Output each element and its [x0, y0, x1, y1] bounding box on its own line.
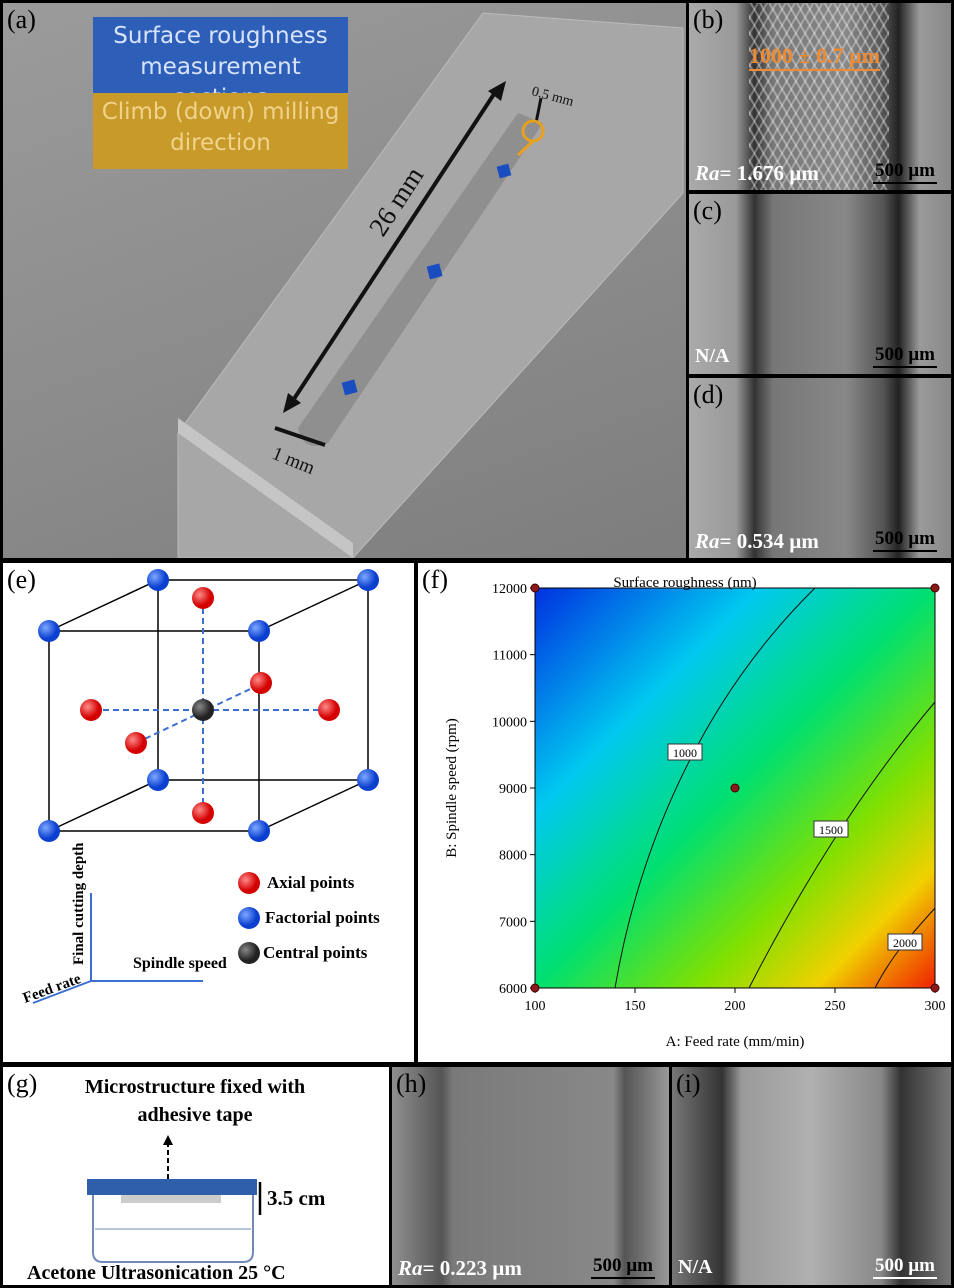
height-label: 3.5 cm — [267, 1186, 326, 1210]
legend-label: Factorial points — [265, 908, 380, 927]
panel-a: 26 mm 0.5 mm 1 mm Surface roughness meas… — [3, 3, 686, 558]
ra-value: = 1.676 µm — [720, 161, 819, 185]
panel-label: (i) — [676, 1069, 701, 1099]
panel-f: Surface roughness (nm) A: Feed rate (mm/… — [418, 563, 951, 1062]
legend-swatch — [238, 872, 260, 894]
note: N/A — [695, 345, 729, 368]
axis-depth: Final cutting depth — [71, 842, 87, 965]
panel-label: (h) — [396, 1069, 426, 1099]
scale-bar: 500 µm — [591, 1255, 655, 1279]
y-tick-label: 7000 — [499, 915, 527, 930]
legend-label: Central points — [263, 943, 368, 962]
y-tick-label: 6000 — [499, 982, 527, 997]
panel-label: (e) — [7, 565, 36, 595]
footer: Acetone Ultrasonication 25 °C — [27, 1262, 286, 1284]
scale-bar: 500 µm — [873, 344, 937, 368]
panel-d: (d) 500 µm Ra= 0.534 µm — [689, 378, 951, 558]
ra-label: Ra= 0.223 µm — [398, 1256, 522, 1281]
scale-bar: 500 µm — [873, 160, 937, 184]
tape — [87, 1179, 257, 1195]
x-tick-label: 200 — [725, 999, 746, 1014]
ra-label: Ra= 1.676 µm — [695, 161, 819, 186]
x-tick-label: 250 — [825, 999, 846, 1014]
arrowhead — [163, 1135, 173, 1145]
design-point — [731, 784, 739, 792]
note: N/A — [678, 1256, 712, 1279]
chart-title: Surface roughness (nm) — [613, 575, 756, 591]
design-point — [531, 584, 539, 592]
ra-label: Ra= 0.534 µm — [695, 529, 819, 554]
scale-bar: 500 µm — [873, 1255, 937, 1279]
ra-symbol: Ra — [695, 161, 720, 185]
x-axis-title: A: Feed rate (mm/min) — [666, 1034, 805, 1050]
contour-chart: Surface roughness (nm) A: Feed rate (mm/… — [418, 563, 951, 1062]
axis-feed: Feed rate — [21, 971, 84, 1007]
y-tick-label: 11000 — [493, 649, 527, 664]
legend-label: Axial points — [267, 873, 355, 892]
x-tick-label: 300 — [925, 999, 946, 1014]
legend-direction: Climb (down) milling direction — [93, 93, 348, 169]
ra-value: = 0.223 µm — [423, 1256, 522, 1280]
panel-label: (a) — [7, 5, 36, 35]
y-axis-title: B: Spindle speed (rpm) — [444, 718, 460, 858]
y-tick-label: 9000 — [499, 782, 527, 797]
ccd-diagram: Axial points Factorial points Central po… — [3, 563, 414, 1062]
panel-g: (g) Microstructure fixed with adhesive t… — [3, 1067, 389, 1285]
panel-label: (d) — [693, 380, 723, 410]
design-point — [931, 984, 939, 992]
y-tick-label: 10000 — [492, 715, 527, 730]
legend-sections: Surface roughness measurement sections — [93, 17, 348, 93]
contour-label: 2000 — [893, 936, 917, 950]
legend-swatch — [238, 942, 260, 964]
scale-bar: 500 µm — [873, 528, 937, 552]
panel-i: (i) 500 µm N/A — [672, 1067, 951, 1285]
x-tick-label: 100 — [525, 999, 546, 1014]
panel-b: (b) 1000 ± 0.7 µm 500 µm Ra= 1.676 µm — [689, 3, 951, 190]
x-tick-label: 150 — [625, 999, 646, 1014]
panel-h: (h) 500 µm Ra= 0.223 µm — [392, 1067, 669, 1285]
y-tick-label: 8000 — [499, 849, 527, 864]
figure: 26 mm 0.5 mm 1 mm Surface roughness meas… — [0, 0, 954, 1288]
panel-c: (c) 500 µm N/A — [689, 194, 951, 374]
contour-label: 1000 — [673, 746, 697, 760]
ra-symbol: Ra — [695, 529, 720, 553]
legend-swatch — [238, 907, 260, 929]
panel-label: (f) — [422, 565, 448, 595]
dimension: 1000 ± 0.7 µm — [749, 43, 880, 71]
contour-label: 1500 — [819, 823, 843, 837]
setup-diagram: 3.5 cm Acetone Ultrasonication 25 °C — [3, 1067, 389, 1285]
ra-symbol: Ra — [398, 1256, 423, 1280]
axis-speed: Spindle speed — [133, 955, 227, 972]
y-tick-label: 12000 — [492, 582, 527, 597]
panel-label: (b) — [693, 5, 723, 35]
points — [38, 569, 379, 842]
design-point — [931, 584, 939, 592]
panel-e: Axial points Factorial points Central po… — [3, 563, 414, 1062]
design-point — [531, 984, 539, 992]
panel-label: (c) — [693, 196, 722, 226]
ra-value: = 0.534 µm — [720, 529, 819, 553]
sample — [121, 1195, 221, 1203]
